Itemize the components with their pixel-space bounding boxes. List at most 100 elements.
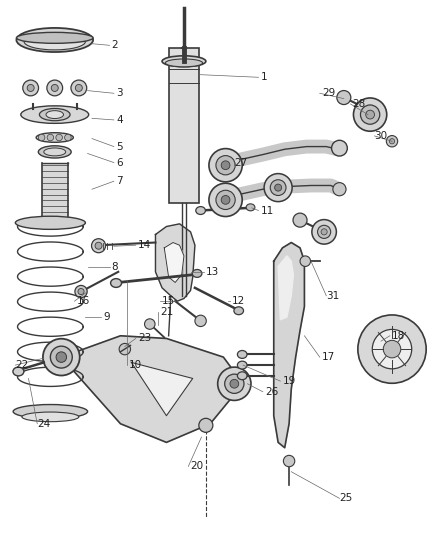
Circle shape xyxy=(43,338,80,376)
Circle shape xyxy=(366,110,374,119)
Circle shape xyxy=(230,379,239,388)
Ellipse shape xyxy=(24,33,85,50)
Text: 10: 10 xyxy=(129,360,142,370)
Polygon shape xyxy=(131,362,193,416)
Circle shape xyxy=(195,315,206,327)
Circle shape xyxy=(300,256,311,266)
Circle shape xyxy=(283,455,295,467)
Ellipse shape xyxy=(162,56,206,67)
Ellipse shape xyxy=(17,28,93,52)
Text: 11: 11 xyxy=(261,206,274,215)
Circle shape xyxy=(71,80,87,96)
Ellipse shape xyxy=(15,216,85,229)
Circle shape xyxy=(145,319,155,329)
Text: 20: 20 xyxy=(191,462,204,471)
Circle shape xyxy=(95,242,102,249)
Polygon shape xyxy=(164,243,184,282)
Circle shape xyxy=(264,174,292,201)
Ellipse shape xyxy=(192,270,202,277)
Circle shape xyxy=(23,80,39,96)
Circle shape xyxy=(353,98,387,131)
Ellipse shape xyxy=(196,207,205,214)
Ellipse shape xyxy=(44,148,66,156)
Text: 4: 4 xyxy=(116,115,123,125)
Polygon shape xyxy=(274,243,304,448)
Text: 29: 29 xyxy=(322,88,335,98)
Text: 14: 14 xyxy=(138,240,151,250)
Text: 23: 23 xyxy=(138,334,151,343)
Circle shape xyxy=(209,183,242,216)
Text: 1: 1 xyxy=(261,72,267,82)
Ellipse shape xyxy=(110,279,121,287)
Circle shape xyxy=(209,149,242,182)
Text: 16: 16 xyxy=(77,296,90,306)
Text: 24: 24 xyxy=(37,419,50,429)
Circle shape xyxy=(270,180,286,196)
Circle shape xyxy=(221,161,230,169)
Circle shape xyxy=(360,105,380,124)
Circle shape xyxy=(225,374,244,393)
Text: 9: 9 xyxy=(103,312,110,322)
Ellipse shape xyxy=(165,59,202,67)
Circle shape xyxy=(221,196,230,204)
Text: 31: 31 xyxy=(326,291,339,301)
Circle shape xyxy=(333,183,346,196)
Ellipse shape xyxy=(39,108,70,121)
Ellipse shape xyxy=(39,134,45,141)
Text: 2: 2 xyxy=(112,41,118,50)
Text: 27: 27 xyxy=(234,158,247,167)
Text: 19: 19 xyxy=(283,376,296,386)
Circle shape xyxy=(337,91,351,104)
Circle shape xyxy=(386,135,398,147)
Ellipse shape xyxy=(237,351,247,358)
Ellipse shape xyxy=(36,133,74,142)
Polygon shape xyxy=(155,224,195,301)
Circle shape xyxy=(216,156,235,175)
Text: 15: 15 xyxy=(162,296,175,306)
Text: 28: 28 xyxy=(353,99,366,109)
Ellipse shape xyxy=(21,106,88,123)
Circle shape xyxy=(318,225,331,238)
Text: 25: 25 xyxy=(339,494,353,503)
Circle shape xyxy=(47,80,63,96)
Text: 3: 3 xyxy=(116,88,123,98)
Circle shape xyxy=(293,213,307,227)
Ellipse shape xyxy=(56,134,62,141)
Circle shape xyxy=(199,418,213,432)
Ellipse shape xyxy=(65,134,71,141)
Ellipse shape xyxy=(234,307,244,314)
Bar xyxy=(42,163,68,219)
Text: 6: 6 xyxy=(116,158,123,167)
Ellipse shape xyxy=(17,33,93,43)
Circle shape xyxy=(332,140,347,156)
Text: 13: 13 xyxy=(206,267,219,277)
Text: 8: 8 xyxy=(112,262,118,271)
Ellipse shape xyxy=(237,361,247,369)
Circle shape xyxy=(27,84,34,92)
Circle shape xyxy=(51,84,58,92)
Circle shape xyxy=(75,285,87,298)
Text: 26: 26 xyxy=(265,387,278,397)
Text: 18: 18 xyxy=(392,331,405,341)
Ellipse shape xyxy=(22,412,79,422)
Circle shape xyxy=(56,352,67,362)
Polygon shape xyxy=(61,336,243,442)
Ellipse shape xyxy=(13,405,88,418)
Circle shape xyxy=(275,184,282,191)
Circle shape xyxy=(78,288,84,295)
Circle shape xyxy=(218,367,251,400)
Circle shape xyxy=(92,239,106,253)
Bar xyxy=(169,48,199,203)
Circle shape xyxy=(358,315,426,383)
Circle shape xyxy=(216,190,235,209)
Circle shape xyxy=(372,329,412,369)
Text: 17: 17 xyxy=(322,352,335,362)
Text: 12: 12 xyxy=(232,296,245,306)
Text: 30: 30 xyxy=(374,131,388,141)
Circle shape xyxy=(50,346,72,368)
Circle shape xyxy=(119,343,131,355)
Ellipse shape xyxy=(47,134,53,141)
Ellipse shape xyxy=(46,111,64,118)
Ellipse shape xyxy=(246,204,255,211)
Text: 21: 21 xyxy=(160,307,173,317)
